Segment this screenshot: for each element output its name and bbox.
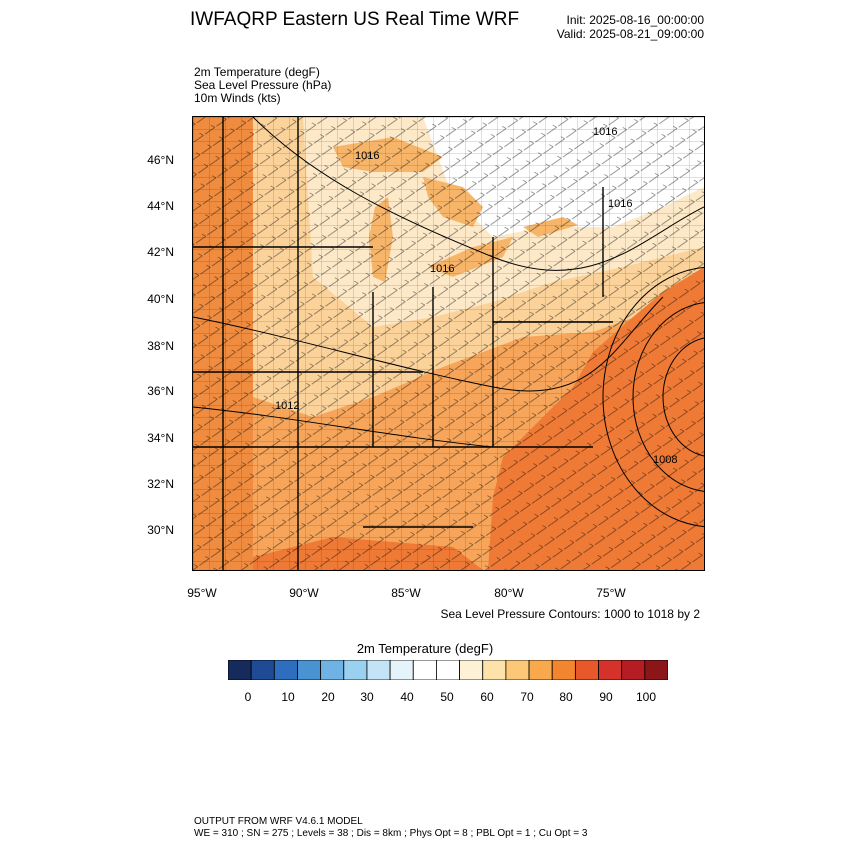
colorbar-tick: 70: [520, 690, 534, 704]
colorbar-tick: 50: [440, 690, 454, 704]
colorbar-swatch: [320, 660, 345, 680]
colorbar-swatch: [412, 660, 437, 680]
contour-note: Sea Level Pressure Contours: 1000 to 101…: [440, 607, 701, 621]
lon-label: 75°W: [596, 586, 626, 600]
lon-label: 90°W: [289, 586, 319, 600]
lat-label: 30°N: [147, 523, 174, 537]
colorbar-swatch: [228, 660, 252, 680]
field-label-temperature: 2m Temperature (degF): [194, 65, 320, 79]
state-boundaries: [193, 117, 613, 570]
weather-map: 1016 1016 1016 1016 1012 1008: [193, 117, 704, 570]
lat-label: 40°N: [147, 292, 174, 306]
isobar-label: 1016: [593, 126, 617, 138]
lat-label: 38°N: [147, 339, 174, 353]
colorbar: [228, 660, 668, 680]
isobar-label: 1012: [275, 400, 299, 412]
isobar-label: 1016: [608, 198, 632, 210]
colorbar-tick: 100: [635, 690, 657, 704]
colorbar-swatch: [551, 660, 576, 680]
field-label-winds: 10m Winds (kts): [194, 91, 281, 105]
colorbar-swatch: [459, 660, 484, 680]
footer-line-2: WE = 310 ; SN = 275 ; Levels = 38 ; Dis …: [194, 828, 588, 839]
colorbar-swatch: [482, 660, 507, 680]
colorbar-swatch: [273, 660, 298, 680]
map-panel: 1016 1016 1016 1016 1012 1008: [192, 116, 705, 571]
footer-line-1: OUTPUT FROM WRF V4.6.1 MODEL: [194, 816, 363, 827]
isobars: [193, 117, 704, 528]
init-time: Init: 2025-08-16_00:00:00: [566, 13, 704, 27]
colorbar-tick: 80: [559, 690, 573, 704]
colorbar-tick: 0: [244, 690, 252, 704]
colorbar-tick: 30: [360, 690, 374, 704]
colorbar-swatch: [436, 660, 460, 680]
colorbar-swatch: [297, 660, 322, 680]
run-times: Init: 2025-08-16_00:00:00 Valid: 2025-08…: [557, 13, 704, 41]
lon-label: 95°W: [187, 586, 217, 600]
isobar-label: 1008: [653, 454, 677, 466]
valid-time: Valid: 2025-08-21_09:00:00: [556, 27, 704, 41]
colorbar-tick: 40: [400, 690, 414, 704]
colorbar-swatch: [621, 660, 646, 680]
chart-title: IWFAQRP Eastern US Real Time WRF: [190, 9, 520, 30]
lat-label: 44°N: [147, 199, 174, 213]
lat-label: 34°N: [147, 431, 174, 445]
colorbar-tick: 90: [599, 690, 613, 704]
lat-label: 42°N: [147, 245, 174, 259]
colorbar-swatch: [644, 660, 668, 680]
colorbar-title: 2m Temperature (degF): [356, 641, 494, 656]
colorbar-swatch: [343, 660, 368, 680]
colorbar-swatch: [528, 660, 553, 680]
colorbar-tick: 10: [281, 690, 295, 704]
lat-label: 36°N: [147, 384, 174, 398]
field-label-pressure: Sea Level Pressure (hPa): [194, 78, 332, 92]
colorbar-tick: 60: [480, 690, 494, 704]
lat-label: 46°N: [147, 153, 174, 167]
colorbar-swatch: [250, 660, 275, 680]
isobar-label: 1016: [355, 150, 379, 162]
colorbar-swatch: [574, 660, 599, 680]
colorbar-swatch: [505, 660, 530, 680]
isobar-label: 1016: [430, 263, 454, 275]
colorbar-tick: 20: [321, 690, 335, 704]
model-footer: OUTPUT FROM WRF V4.6.1 MODEL WE = 310 ; …: [194, 816, 587, 840]
colorbar-swatch: [389, 660, 414, 680]
colorbar-swatch: [598, 660, 623, 680]
lon-label: 85°W: [391, 586, 421, 600]
lon-label: 80°W: [494, 586, 524, 600]
colorbar-swatch: [366, 660, 391, 680]
wind-barbs: [193, 117, 704, 570]
lat-label: 32°N: [147, 477, 174, 491]
